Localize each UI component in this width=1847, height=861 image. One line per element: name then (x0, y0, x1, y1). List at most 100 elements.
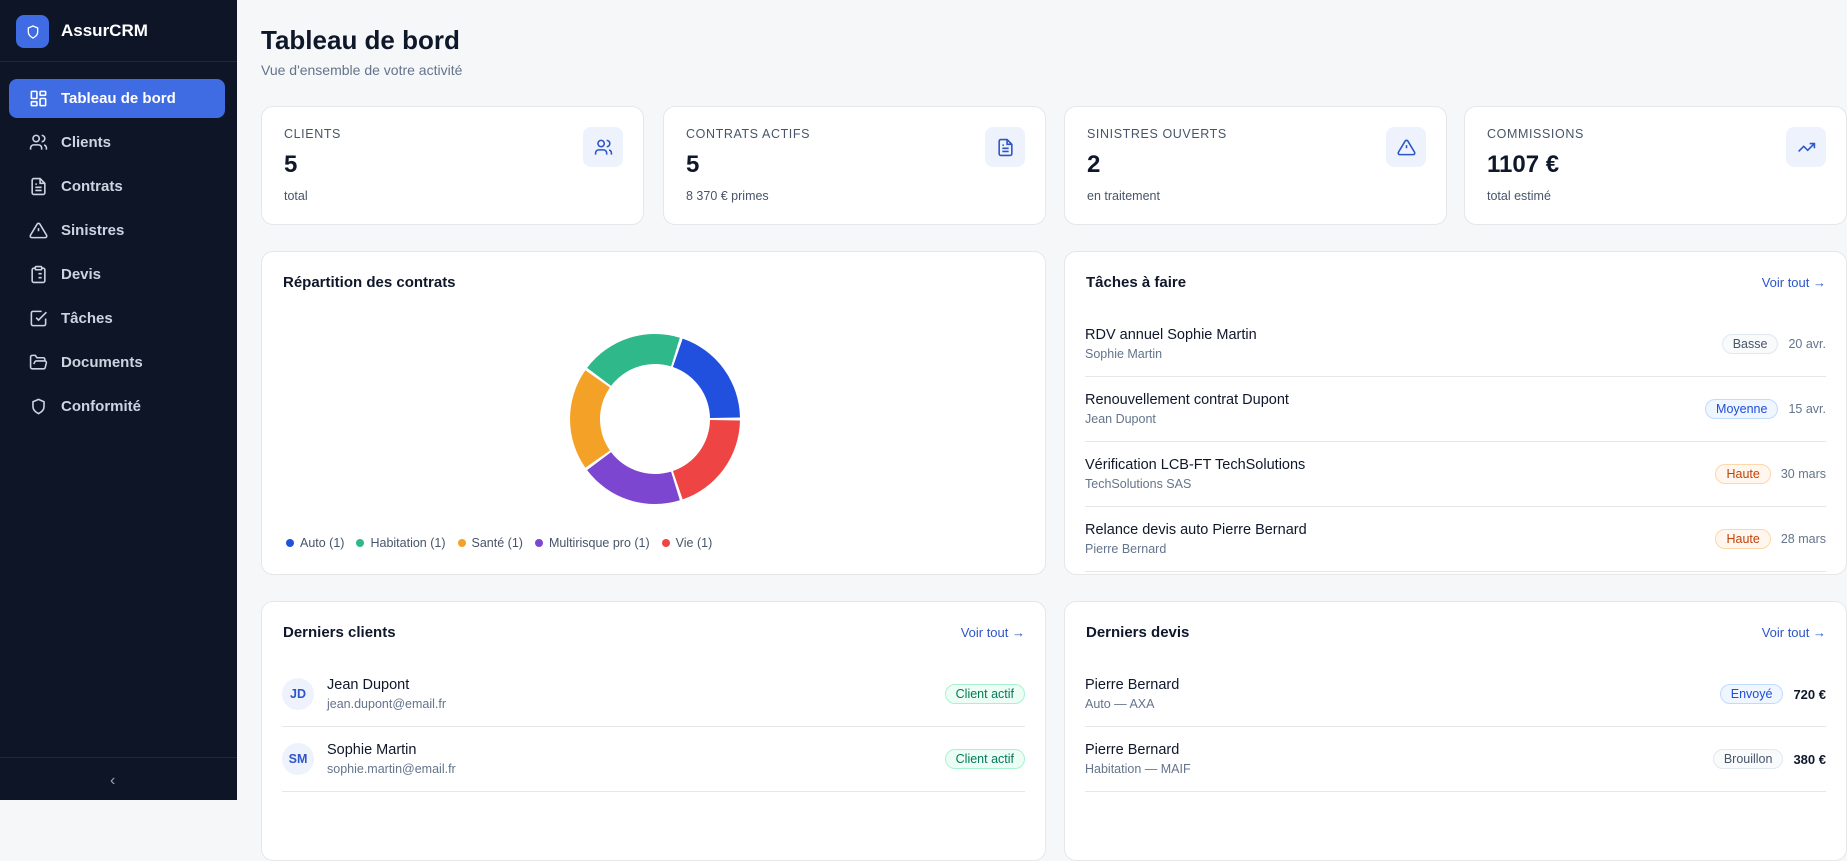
donut-slice-vie[interactable] (672, 419, 740, 500)
stat-card-sinistres: SINISTRES OUVERTS 2 en traitement (1064, 106, 1447, 225)
task-row[interactable]: Vérification LCB-FT TechSolutions TechSol… (1085, 442, 1826, 507)
sidebar-item-taches[interactable]: Tâches (9, 299, 225, 338)
task-list: RDV annuel Sophie Martin Sophie Martin Bas… (1085, 312, 1826, 572)
sidebar-item-contrats[interactable]: Contrats (9, 167, 225, 206)
task-row[interactable]: RDV annuel Sophie Martin Sophie Martin Bas… (1085, 312, 1826, 377)
client-name: Jean Dupont (327, 677, 410, 693)
row-meta: Basse 20 avr. (1721, 334, 1826, 354)
sidebar-item-label: Documents (61, 354, 143, 371)
sidebar-item-label: Conformité (61, 398, 141, 415)
row-meta: Brouillon 380 € (1712, 749, 1826, 769)
legend-label: Habitation (1) (370, 536, 446, 550)
legend-label: Santé (1) (471, 536, 523, 550)
priority-badge: Basse (1721, 334, 1779, 354)
legend-dot (457, 539, 466, 547)
devis-client: Pierre Bernard (1085, 742, 1180, 758)
voir-tout-link[interactable]: Voir tout → (1761, 625, 1826, 640)
sidebar-item-label: Contrats (61, 178, 123, 195)
sidebar: AssurCRM Tableau de bord Clients Contrat… (0, 0, 237, 800)
status-badge: Brouillon (1712, 749, 1784, 769)
panel-title: Tâches à faire (1086, 274, 1187, 291)
legend-dot (534, 539, 543, 547)
file-text-icon (985, 127, 1025, 167)
donut-slice-habitation[interactable] (587, 334, 680, 386)
donut-slice-auto[interactable] (672, 338, 740, 419)
sidebar-item-label: Tableau de bord (61, 90, 176, 107)
task-date: 15 avr. (1788, 402, 1826, 416)
divider (0, 757, 237, 758)
task-row[interactable]: Renouvellement contrat Dupont Jean Dupont… (1085, 377, 1826, 442)
sidebar-nav: Tableau de bord Clients Contrats Sinistr… (9, 79, 225, 431)
page-subtitle: Vue d'ensemble de votre activité (261, 62, 463, 78)
task-client: Pierre Bernard (1085, 542, 1167, 556)
shield-icon (32, 398, 45, 415)
sidebar-item-clients[interactable]: Clients (9, 123, 225, 162)
task-client: Sophie Martin (1085, 347, 1163, 361)
clients-panel: Derniers clients Voir tout → JD Jean Dupo… (261, 601, 1046, 861)
stat-label: COMMISSIONS (1487, 127, 1584, 141)
sidebar-item-sinistres[interactable]: Sinistres (9, 211, 225, 250)
donut-chart (570, 334, 740, 505)
stat-sub: en traitement (1087, 189, 1160, 203)
devis-row[interactable]: Pierre Bernard Habitation — MAIF Brouillon… (1085, 727, 1826, 792)
status-badge: Client actif (944, 684, 1025, 704)
devis-client: Pierre Bernard (1085, 677, 1180, 693)
sidebar-item-conformite[interactable]: Conformité (9, 387, 225, 426)
legend-label: Auto (1) (300, 536, 345, 550)
panel-title: Derniers devis (1086, 624, 1190, 641)
task-date: 28 mars (1780, 532, 1826, 546)
stat-value: 1107 € (1487, 151, 1560, 178)
task-title: Vérification LCB-FT TechSolutions (1085, 457, 1306, 473)
voir-tout-link[interactable]: Voir tout → (1761, 275, 1826, 290)
alert-triangle-icon (29, 222, 48, 239)
task-client: TechSolutions SAS (1085, 477, 1192, 491)
devis-row[interactable]: Pierre Bernard Auto — AXA Envoyé 720 € (1085, 662, 1826, 727)
legend-item: Habitation (1) (356, 536, 446, 550)
devis-list: Pierre Bernard Auto — AXA Envoyé 720 € Pierr… (1085, 662, 1826, 792)
stat-label: SINISTRES OUVERTS (1087, 127, 1227, 141)
row-meta: Client actif (944, 749, 1025, 769)
legend-label: Multirisque pro (1) (548, 536, 650, 550)
client-name: Sophie Martin (327, 742, 417, 758)
repartition-panel: Répartition des contrats Auto (1) Habitat… (261, 251, 1046, 575)
sidebar-item-label: Tâches (61, 310, 113, 327)
task-row[interactable]: Relance devis auto Pierre Bernard Pierre … (1085, 507, 1826, 572)
stat-card-contrats: CONTRATS ACTIFS 5 8 370 € primes (663, 106, 1046, 225)
trending-up-icon (1786, 127, 1826, 167)
users-icon (583, 127, 623, 167)
users-icon (29, 134, 48, 150)
legend-item: Santé (1) (457, 536, 523, 550)
taches-panel: Tâches à faire Voir tout → RDV annuel So… (1064, 251, 1847, 575)
avatar: SM (282, 743, 314, 775)
sidebar-item-tableau-de-bord[interactable]: Tableau de bord (9, 79, 225, 118)
task-title: Renouvellement contrat Dupont (1085, 392, 1289, 408)
alert-triangle-icon (1386, 127, 1426, 167)
donut-slice-santé[interactable] (570, 370, 610, 468)
sidebar-item-label: Clients (61, 134, 112, 151)
stat-sub: total (284, 189, 308, 203)
legend-label: Vie (1) (675, 536, 713, 550)
legend-dot (356, 539, 365, 547)
devis-price: 720 € (1793, 686, 1826, 702)
panel-title: Répartition des contrats (283, 274, 456, 291)
check-square-icon (30, 310, 47, 327)
sidebar-item-documents[interactable]: Documents (9, 343, 225, 382)
priority-badge: Moyenne (1705, 399, 1779, 419)
client-row[interactable]: JD Jean Dupont jean.dupont@email.fr Client … (282, 662, 1025, 727)
folder-open-icon (29, 354, 48, 370)
priority-badge: Haute (1715, 529, 1771, 549)
stat-card-commissions: COMMISSIONS 1107 € total estimé (1464, 106, 1847, 225)
devis-price: 380 € (1793, 751, 1826, 767)
client-row[interactable]: SM Sophie Martin sophie.martin@email.fr Cli… (282, 727, 1025, 792)
sidebar-item-devis[interactable]: Devis (9, 255, 225, 294)
clipboard-list-icon (31, 265, 46, 284)
task-date: 30 mars (1780, 467, 1826, 481)
status-badge: Client actif (944, 749, 1025, 769)
voir-tout-link[interactable]: Voir tout → (960, 625, 1025, 640)
panel-title: Derniers clients (283, 624, 396, 641)
collapse-sidebar-button[interactable]: ‹ (110, 772, 116, 789)
page-title: Tableau de bord (261, 25, 460, 55)
chart-legend: Auto (1) Habitation (1) Santé (1) Multirisq… (286, 536, 712, 550)
app-name: AssurCRM (61, 21, 148, 40)
donut-slice-multirisque-pro[interactable] (587, 452, 680, 505)
